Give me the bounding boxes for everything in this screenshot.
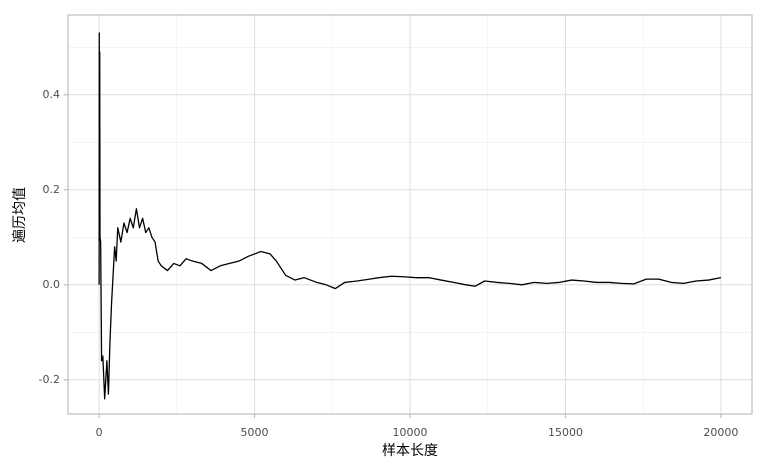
x-axis-title: 样本长度 bbox=[382, 443, 438, 459]
y-tick-label: 0.2 bbox=[43, 183, 61, 196]
panel-border bbox=[67, 14, 753, 415]
x-tick-label: 20000 bbox=[703, 426, 738, 439]
y-tick-label: 0.4 bbox=[43, 88, 61, 101]
x-tick-label: 5000 bbox=[241, 426, 269, 439]
data-line bbox=[98, 32, 722, 400]
x-tick-label: 10000 bbox=[393, 426, 428, 439]
y-tick-label: 0.0 bbox=[43, 278, 61, 291]
y-axis-title: 遍历均值 bbox=[12, 187, 28, 243]
x-tick-label: 0 bbox=[96, 426, 103, 439]
x-tick-label: 15000 bbox=[548, 426, 583, 439]
y-tick-label: -0.2 bbox=[39, 373, 60, 386]
